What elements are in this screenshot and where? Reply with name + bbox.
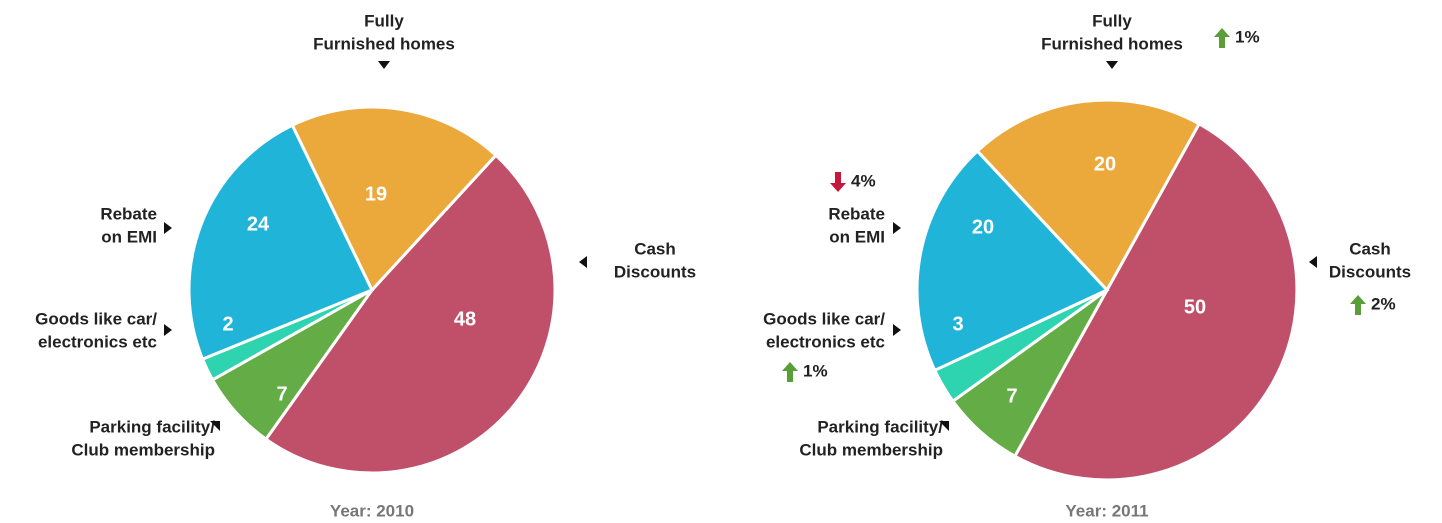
pie-slice [187, 123, 375, 362]
pointer [164, 222, 172, 234]
category-label: Rebate [100, 204, 157, 223]
change-label: 1% [1235, 27, 1260, 46]
pie-slice [975, 98, 1202, 293]
category-label: electronics etc [38, 332, 157, 351]
pointer [164, 324, 172, 336]
pointer [378, 61, 390, 69]
category-label: Parking facility/ [89, 417, 215, 436]
pie-slice [290, 105, 498, 293]
change-arrow [782, 362, 798, 382]
pointer [893, 222, 901, 234]
category-label: Club membership [799, 440, 943, 459]
category-label: Club membership [71, 440, 215, 459]
slice-label: 20 [972, 216, 994, 238]
pie-slice [1012, 121, 1298, 482]
category-label: Furnished homes [1041, 34, 1183, 53]
pointer [579, 256, 587, 268]
slice-label: 24 [247, 213, 270, 235]
change-label: 4% [851, 171, 876, 190]
change-arrow [1350, 295, 1366, 315]
category-label: Parking facility/ [817, 417, 943, 436]
slice-label: 3 [952, 313, 963, 335]
category-label: Fully [364, 11, 404, 30]
slice-label: 7 [276, 383, 287, 405]
slice-label: 48 [454, 308, 476, 330]
category-label: Goods like car/ [35, 309, 157, 328]
pointer [939, 421, 949, 431]
category-label: Fully [1092, 11, 1132, 30]
pointer [1106, 61, 1118, 69]
category-label: electronics etc [766, 332, 885, 351]
slice-label: 50 [1184, 296, 1206, 318]
category-label: on EMI [101, 227, 157, 246]
category-label: Discounts [1329, 262, 1411, 281]
change-label: 2% [1371, 294, 1396, 313]
category-label: Rebate [828, 204, 885, 223]
category-label: Cash [634, 239, 676, 258]
change-arrow [830, 172, 846, 192]
pointer [893, 324, 901, 336]
change-arrow [1214, 28, 1230, 48]
category-label: Goods like car/ [763, 309, 885, 328]
pie-slice [263, 153, 557, 475]
pointer [210, 421, 220, 431]
pie-slice [915, 148, 1110, 373]
slice-label: 20 [1094, 153, 1116, 175]
slice-label: 7 [1006, 385, 1017, 407]
pointer [1309, 256, 1317, 268]
slice-label: 2 [222, 313, 233, 335]
category-label: Discounts [614, 262, 696, 281]
change-label: 1% [803, 361, 828, 380]
category-label: Cash [1349, 239, 1391, 258]
category-label: Furnished homes [313, 34, 455, 53]
category-label: on EMI [829, 227, 885, 246]
pie-title: Year: 2011 [1065, 501, 1148, 520]
pie-title: Year: 2010 [330, 501, 414, 520]
slice-label: 19 [365, 183, 387, 205]
